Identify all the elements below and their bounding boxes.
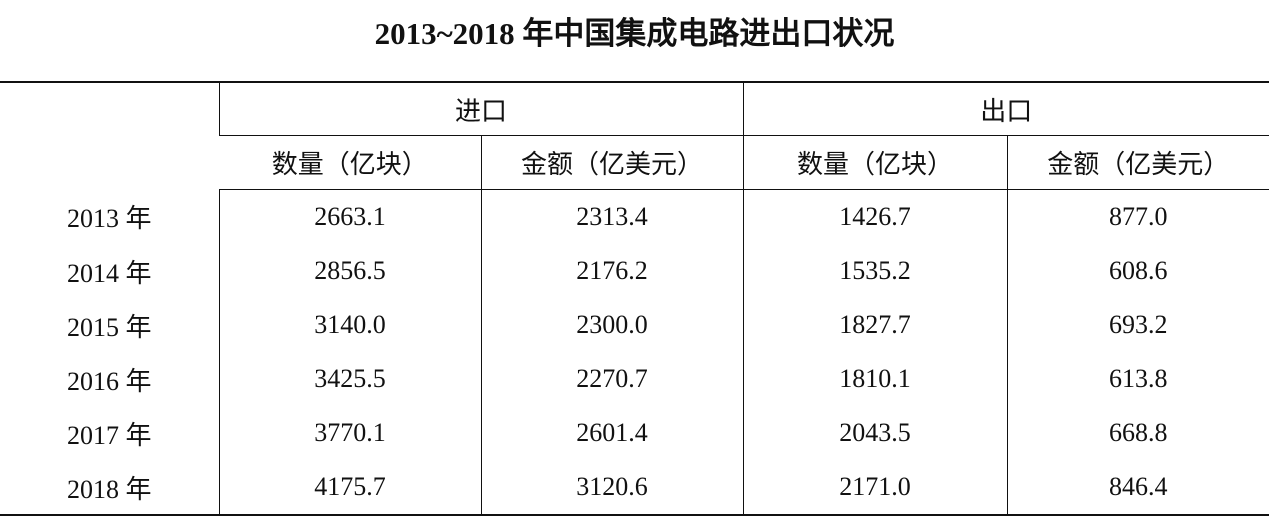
data-row: 2014 年 2856.5 2176.2 1535.2 608.6 bbox=[0, 244, 1269, 298]
data-row: 2017 年 3770.1 2601.4 2043.5 668.8 bbox=[0, 406, 1269, 460]
value-cell: 668.8 bbox=[1006, 406, 1269, 460]
group-header: 进口 bbox=[218, 82, 744, 136]
data-table: 进口 出口 数量（亿块） 金额（亿美元） 数量（亿块） 金额（亿美元） 2013… bbox=[0, 81, 1269, 516]
value-cell: 3770.1 bbox=[218, 406, 481, 460]
subheader-row: 数量（亿块） 金额（亿美元） 数量（亿块） 金额（亿美元） bbox=[0, 135, 1269, 190]
value-cell: 1535.2 bbox=[742, 244, 1008, 298]
year-cell: 2015 年 bbox=[66, 312, 152, 342]
value-cell: 3425.5 bbox=[218, 352, 481, 406]
value-cell: 2300.0 bbox=[480, 298, 744, 352]
value-cell: 846.4 bbox=[1006, 460, 1269, 515]
table-title: 2013~2018 年中国集成电路进出口状况 bbox=[374, 16, 895, 51]
group-header: 出口 bbox=[742, 82, 1269, 136]
value-cell: 613.8 bbox=[1006, 352, 1269, 406]
table-body: 进口 出口 数量（亿块） 金额（亿美元） 数量（亿块） 金额（亿美元） 2013… bbox=[0, 82, 1269, 515]
subheader: 数量（亿块） bbox=[742, 135, 1008, 190]
subheader: 数量（亿块） bbox=[219, 135, 481, 190]
value-cell: 2856.5 bbox=[218, 244, 481, 298]
year-cell: 2016 年 bbox=[66, 366, 152, 396]
value-cell: 3140.0 bbox=[218, 298, 481, 352]
year-cell: 2017 年 bbox=[66, 420, 152, 450]
year-cell: 2013 年 bbox=[66, 204, 152, 234]
value-cell: 4175.7 bbox=[218, 460, 481, 515]
value-cell: 608.6 bbox=[1006, 244, 1269, 298]
value-cell: 2663.1 bbox=[218, 189, 481, 244]
year-cell: 2018 年 bbox=[66, 474, 152, 504]
value-cell: 1426.7 bbox=[742, 189, 1008, 244]
value-cell: 2043.5 bbox=[742, 406, 1008, 460]
corner-cell bbox=[0, 82, 219, 190]
value-cell: 3120.6 bbox=[480, 460, 744, 515]
subheader: 金额（亿美元） bbox=[1006, 135, 1269, 190]
value-cell: 1810.1 bbox=[742, 352, 1008, 406]
subheader: 金额（亿美元） bbox=[480, 135, 744, 190]
value-cell: 2171.0 bbox=[742, 460, 1008, 515]
data-row: 2016 年 3425.5 2270.7 1810.1 613.8 bbox=[0, 352, 1269, 406]
value-cell: 693.2 bbox=[1006, 298, 1269, 352]
value-cell: 2176.2 bbox=[480, 244, 744, 298]
data-row: 2015 年 3140.0 2300.0 1827.7 693.2 bbox=[0, 298, 1269, 352]
data-row: 2018 年 4175.7 3120.6 2171.0 846.4 bbox=[0, 460, 1269, 515]
value-cell: 2313.4 bbox=[480, 189, 744, 244]
value-cell: 2270.7 bbox=[480, 352, 744, 406]
value-cell: 1827.7 bbox=[742, 298, 1008, 352]
value-cell: 2601.4 bbox=[480, 406, 744, 460]
year-cell: 2014 年 bbox=[66, 258, 152, 288]
data-row: 2013 年 2663.1 2313.4 1426.7 877.0 bbox=[0, 189, 1269, 244]
header-row: 进口 出口 bbox=[0, 82, 1269, 136]
value-cell: 877.0 bbox=[1006, 189, 1269, 244]
